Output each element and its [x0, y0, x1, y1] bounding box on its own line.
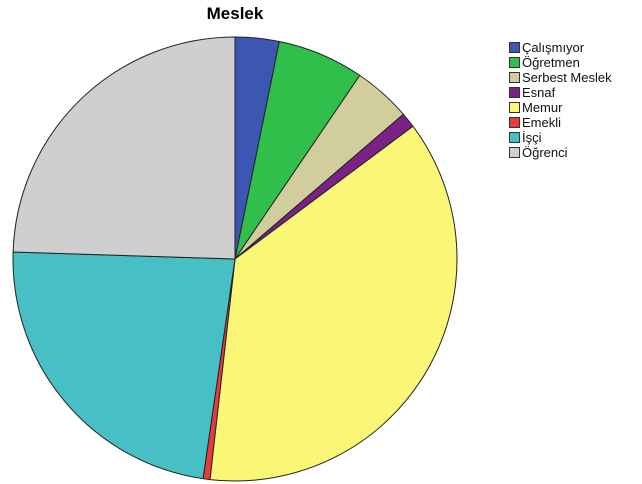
- legend-swatch: [509, 57, 520, 68]
- legend-label: Esnaf: [522, 85, 556, 100]
- legend-swatch: [509, 72, 520, 83]
- legend-swatch: [509, 147, 520, 158]
- legend-swatch: [509, 87, 520, 98]
- legend-label: Memur: [522, 100, 563, 115]
- chart-title: Meslek: [206, 4, 264, 23]
- legend-item: Memur: [509, 100, 612, 115]
- legend-swatch: [509, 132, 520, 143]
- legend-item: Emekli: [509, 115, 612, 130]
- legend-label: Çalışmıyor: [522, 40, 585, 55]
- pie-slice-6: [12, 251, 236, 480]
- legend: Çalışmıyor Öğretmen Serbest Meslek Esnaf Mem…: [509, 40, 612, 160]
- legend-item: Serbest Meslek: [509, 70, 612, 85]
- legend-label: İşçi: [522, 130, 542, 145]
- pie-slice-7: [12, 36, 236, 260]
- legend-label: Serbest Meslek: [522, 70, 612, 85]
- legend-item: Öğrenci: [509, 145, 612, 160]
- legend-swatch: [509, 102, 520, 113]
- legend-label: Emekli: [522, 115, 562, 130]
- legend-item: Çalışmıyor: [509, 40, 612, 55]
- legend-item: Öğretmen: [509, 55, 612, 70]
- pie-chart: [12, 36, 458, 482]
- legend-item: İşçi: [509, 130, 612, 145]
- legend-label: Öğretmen: [522, 55, 580, 70]
- legend-label: Öğrenci: [522, 145, 568, 160]
- legend-swatch: [509, 117, 520, 128]
- legend-swatch: [509, 42, 520, 53]
- legend-item: Esnaf: [509, 85, 612, 100]
- pie-slice-4: [209, 125, 458, 482]
